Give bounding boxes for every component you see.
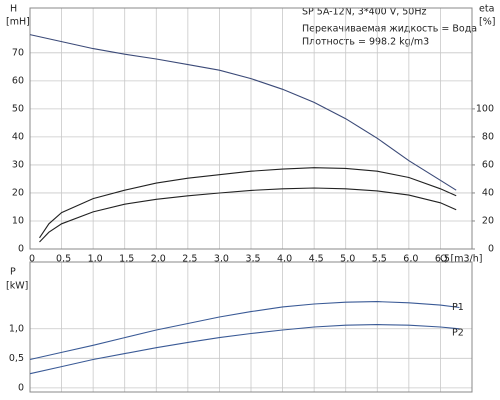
y-tick-label: 10 bbox=[12, 215, 24, 226]
x-tick-label: 0,5 bbox=[56, 254, 71, 265]
x-tick-label: 5,5 bbox=[372, 254, 387, 265]
y2-tick-label: 20 bbox=[482, 215, 494, 226]
y-label: P bbox=[10, 267, 16, 278]
y-tick-label: 40 bbox=[12, 131, 24, 142]
curve bbox=[29, 34, 457, 191]
y-unit: [mH] bbox=[6, 17, 30, 28]
x-tick-label: 3,5 bbox=[245, 254, 260, 265]
x-label: Q [m3/h] bbox=[440, 254, 482, 265]
y-tick-label: 50 bbox=[12, 103, 24, 114]
y-label: H bbox=[10, 4, 17, 15]
x-tick-label: 6,0 bbox=[403, 254, 418, 265]
y2-tick-label: 60 bbox=[482, 159, 494, 170]
y-tick-label: 1,0 bbox=[9, 323, 24, 334]
plot-frame bbox=[29, 261, 473, 393]
y-tick-label: 0,5 bbox=[9, 353, 24, 364]
curve bbox=[29, 324, 460, 375]
curve bbox=[39, 167, 457, 239]
y-tick-label: 60 bbox=[12, 75, 24, 86]
annotation: Плотность = 998.2 kg/m3 bbox=[302, 37, 429, 48]
y-tick-label: 0 bbox=[18, 382, 24, 393]
y-tick-label: 30 bbox=[12, 159, 24, 170]
y-tick-label: 0 bbox=[18, 244, 24, 255]
x-tick-label: 2,0 bbox=[151, 254, 166, 265]
x-tick-label: 6,5 bbox=[435, 254, 450, 265]
y2-tick-label: 40 bbox=[482, 187, 494, 198]
y-tick-label: 70 bbox=[12, 47, 24, 58]
x-tick-label: 2,5 bbox=[182, 254, 197, 265]
curve bbox=[39, 187, 457, 243]
y2-unit: [%] bbox=[479, 17, 495, 28]
y2-label: eta bbox=[479, 4, 494, 15]
x-tick-label: 1,5 bbox=[119, 254, 134, 265]
x-tick-label: 0 bbox=[29, 254, 35, 265]
x-tick-label: 1,0 bbox=[88, 254, 103, 265]
y-unit: [kW] bbox=[6, 281, 28, 292]
x-tick-label: 3,0 bbox=[214, 254, 229, 265]
y2-tick-label: 100 bbox=[476, 103, 494, 114]
curve-label: P2 bbox=[452, 327, 464, 338]
y-tick-label: 20 bbox=[12, 187, 24, 198]
curve-label: P1 bbox=[452, 302, 464, 313]
x-tick-label: 5,0 bbox=[340, 254, 355, 265]
curve bbox=[29, 301, 460, 361]
x-tick-label: 4,5 bbox=[309, 254, 324, 265]
annotation: Перекачиваемая жидкость = Вода bbox=[302, 24, 477, 35]
y2-tick-label: 80 bbox=[482, 131, 494, 142]
y2-tick-label: 0 bbox=[488, 244, 494, 255]
x-tick-label: 4,0 bbox=[277, 254, 292, 265]
chart-title: SP 5A-12N, 3*400 V, 50Hz bbox=[302, 7, 426, 18]
plot-frame bbox=[29, 7, 473, 250]
